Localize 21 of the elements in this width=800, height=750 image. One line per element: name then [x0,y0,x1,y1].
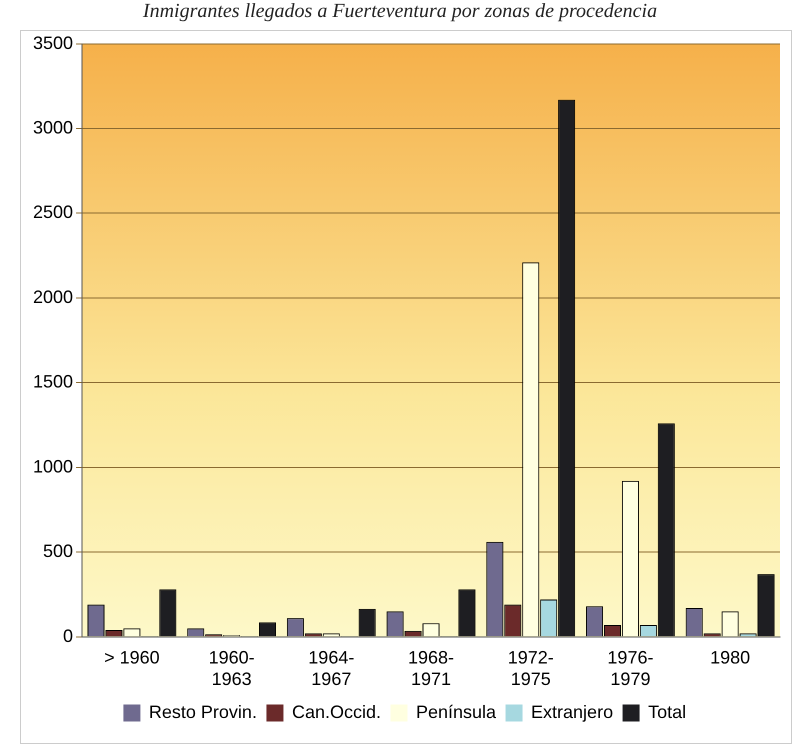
y-tick-label: 0 [63,626,74,646]
x-tick-label: > 1960 [104,648,160,668]
legend-label: Península [416,702,498,722]
x-tick-label: 1972- 1975 [508,648,554,690]
x-tick-label: 1968- 1971 [408,648,454,690]
y-tick-label: 2500 [32,202,74,222]
y-tick-label: 3500 [32,32,74,53]
y-tick-label: 2000 [32,286,74,307]
legend-label: Resto Provin. [148,702,257,722]
y-tick-label: 1000 [32,456,74,476]
legend-label: Can.Occid. [292,702,381,722]
x-tick-label: 1976- 1979 [607,648,654,690]
y-tick-label: 3000 [32,117,74,138]
legend-label: Total [648,702,686,722]
legend-label: Extranjero [531,702,614,722]
chart-title: Inmigrantes llegados a Fuerteventura por zonas de procedencia [142,0,658,23]
x-tick-label: 1980 [710,648,750,668]
x-tick-label: 1964- 1967 [308,648,354,690]
x-tick-label: 1960- 1963 [208,648,255,690]
y-tick-label: 1500 [32,372,74,392]
y-tick-label: 500 [42,541,74,562]
